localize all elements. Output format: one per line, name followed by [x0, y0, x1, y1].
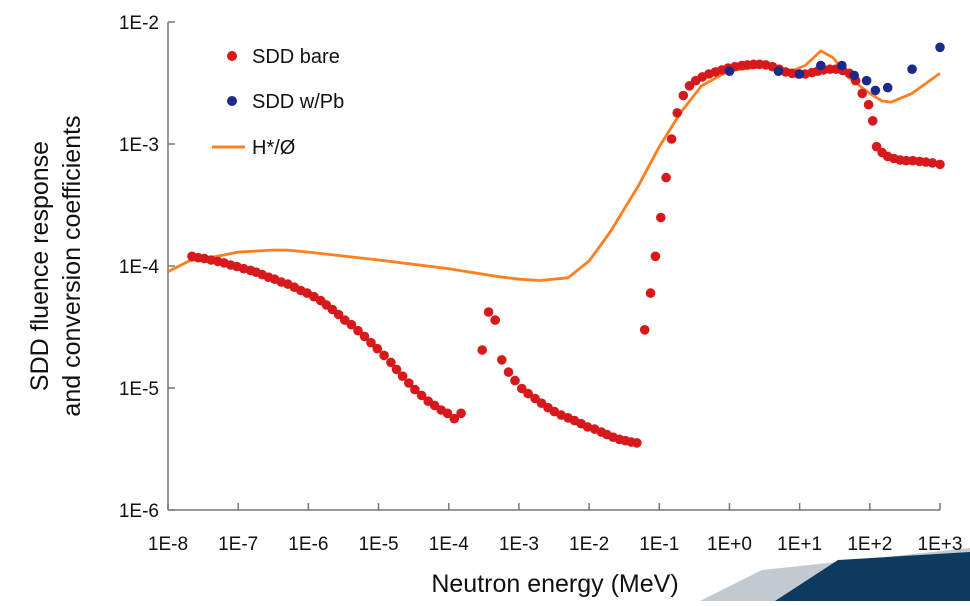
data-point-sdd-bare: [503, 367, 514, 377]
data-point-sdd-w-pb: [849, 70, 859, 81]
x-tick-label: 1E-7: [218, 534, 258, 555]
x-axis-title: Neutron energy (MeV): [431, 570, 678, 598]
data-point-sdd-bare: [656, 212, 666, 223]
data-point-sdd-bare: [645, 288, 656, 298]
y-axis-title-line-1: SDD fluence response: [26, 141, 54, 391]
y-ticks: 1E-2 1E-3 1E-4 1E-5 1E-6: [119, 13, 175, 522]
data-point-sdd-w-pb: [724, 66, 735, 76]
x-tick-label: 1E+3: [918, 534, 963, 555]
x-tick-label: 1E-4: [429, 534, 470, 555]
y-tick-label: 1E-4: [119, 257, 160, 278]
corner-wedge-blue: [775, 552, 970, 601]
data-point-sdd-w-pb: [794, 69, 805, 79]
data-point-sdd-bare: [678, 90, 689, 101]
y-tick-label: 1E-3: [119, 135, 159, 156]
slide-corner-decoration: [700, 548, 970, 601]
data-point-sdd-bare: [449, 413, 460, 424]
data-point-sdd-bare: [672, 108, 682, 118]
data-point-sdd-bare: [477, 345, 488, 355]
series-layer: [167, 42, 945, 448]
data-point-sdd-bare: [333, 309, 344, 320]
data-point-sdd-bare: [510, 375, 520, 386]
data-point-sdd-bare: [867, 116, 878, 126]
data-point-sdd-bare: [935, 159, 945, 170]
data-point-sdd-bare: [416, 390, 427, 401]
series-line-h: [167, 49, 941, 282]
x-tick-label: 1E-6: [288, 534, 328, 555]
data-point-sdd-bare: [372, 343, 383, 354]
data-point-sdd-w-pb: [816, 60, 826, 71]
data-point-sdd-w-pb: [861, 75, 872, 86]
y-tick-label: 1E-2: [119, 13, 159, 34]
legend-marker-sdd-bare: [227, 51, 237, 61]
x-tick-label: 1E+2: [847, 534, 892, 555]
legend-label-h-star: H*/Ø: [252, 137, 295, 159]
x-tick-label: 1E-8: [148, 534, 188, 555]
x-tick-label: 1E+1: [777, 534, 822, 555]
data-point-sdd-bare: [650, 251, 661, 262]
data-point-sdd-bare: [857, 88, 867, 99]
data-point-sdd-w-pb: [882, 82, 893, 93]
data-point-sdd-bare: [442, 408, 453, 419]
data-point-sdd-bare: [523, 388, 533, 399]
x-tick-label: 1E-3: [499, 534, 539, 555]
legend-marker-sdd-wpb: [227, 96, 237, 106]
data-point-sdd-bare: [386, 357, 396, 368]
x-tick-label: 1E+0: [707, 534, 752, 555]
x-tick-label: 1E-5: [358, 534, 398, 555]
data-point-sdd-bare: [639, 325, 650, 335]
data-point-sdd-bare: [391, 364, 402, 375]
y-tick-label: 1E-6: [119, 501, 159, 522]
data-point-sdd-bare: [456, 408, 466, 419]
data-point-sdd-bare: [483, 307, 494, 317]
data-point-sdd-bare: [901, 155, 911, 166]
data-point-sdd-bare: [366, 337, 376, 348]
data-point-sdd-bare: [497, 355, 507, 365]
x-tick-label: 1E-2: [569, 534, 609, 555]
data-point-sdd-w-pb: [907, 64, 917, 74]
data-point-sdd-bare: [353, 325, 363, 336]
data-point-sdd-bare: [379, 350, 389, 361]
y-axis-title-line-2: and conversion coefficients: [58, 115, 86, 416]
data-point-sdd-bare: [397, 371, 408, 382]
legend-label-sdd-bare: SDD bare: [252, 46, 340, 68]
data-point-sdd-w-pb: [870, 85, 881, 96]
data-point-sdd-bare: [661, 172, 671, 183]
data-point-sdd-w-pb: [773, 66, 784, 76]
x-tick-label: 1E-1: [639, 534, 679, 555]
data-point-sdd-bare: [359, 331, 370, 342]
x-ticks: 1E-8 1E-7 1E-6 1E-5 1E-4 1E-3 1E-2 1E-1 1E+0 1E+1…: [148, 503, 963, 555]
data-point-sdd-bare: [666, 134, 677, 144]
legend-label-sdd-wpb: SDD w/Pb: [252, 91, 344, 113]
data-point-sdd-w-pb: [837, 60, 847, 71]
data-point-sdd-bare: [632, 438, 642, 448]
data-point-sdd-bare: [927, 158, 938, 168]
data-point-sdd-bare: [863, 99, 874, 110]
y-tick-label: 1E-5: [119, 379, 159, 400]
data-point-sdd-bare: [490, 315, 501, 325]
data-point-sdd-w-pb: [935, 42, 945, 53]
data-point-sdd-bare: [410, 384, 420, 395]
data-point-sdd-bare: [404, 378, 414, 388]
legend: SDD bare SDD w/Pb H*/Ø: [212, 46, 344, 159]
data-point-sdd-bare: [346, 319, 357, 330]
